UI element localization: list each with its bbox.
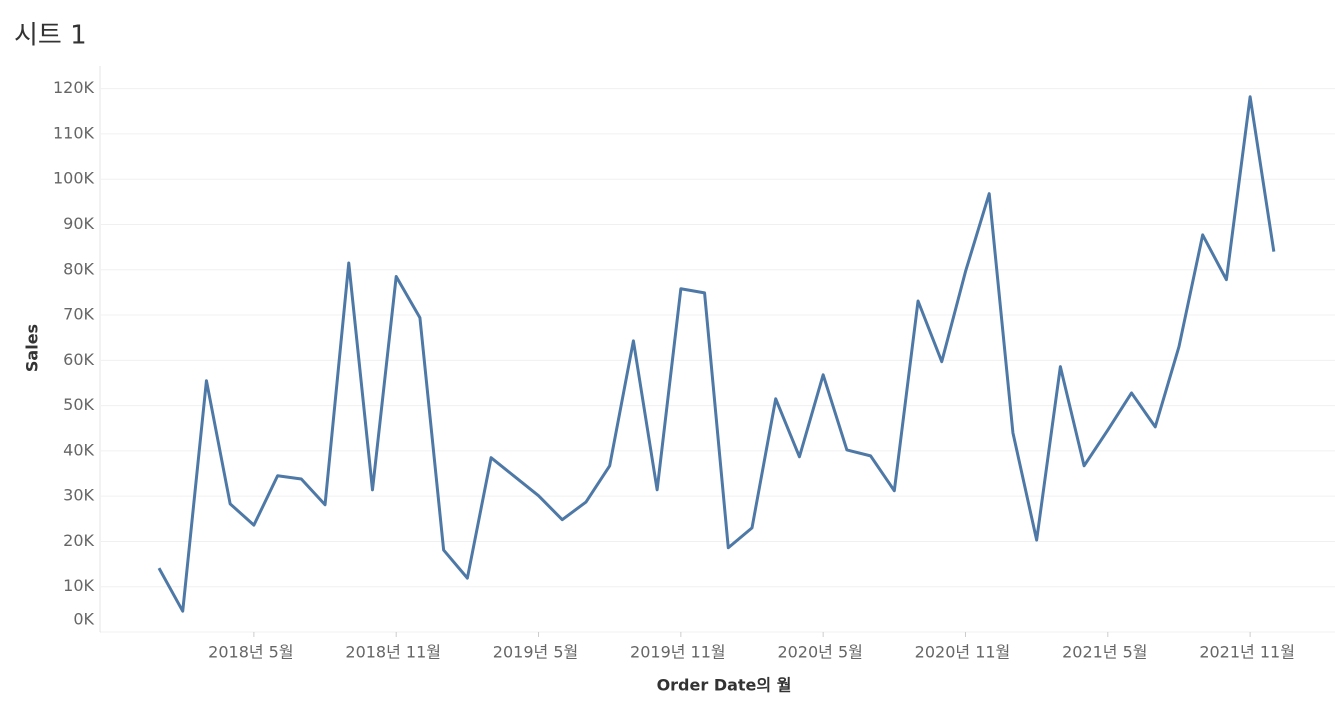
x-tick-label: 2021년 5월 [1062, 643, 1147, 662]
y-tick-label: 110K [53, 123, 95, 142]
y-axis-title: Sales [23, 324, 42, 372]
y-tick-label: 30K [63, 486, 94, 505]
y-tick-label: 90K [63, 214, 94, 233]
x-tick-label: 2020년 5월 [777, 643, 862, 662]
x-tick-label: 2019년 5월 [493, 643, 578, 662]
y-tick-label: 50K [63, 395, 94, 414]
x-tick-label: 2018년 11월 [345, 643, 441, 662]
x-tick-label: 2020년 11월 [915, 643, 1011, 662]
y-tick-label: 70K [63, 305, 94, 324]
y-tick-label: 20K [63, 531, 94, 550]
x-axis-title: Order Date의 월 [657, 676, 792, 695]
sales-line [157, 95, 1276, 613]
y-tick-label: 60K [63, 350, 94, 369]
chart-title: 시트 1 [14, 21, 87, 51]
y-tick-label: 80K [63, 259, 94, 278]
x-tick-label: 2018년 5월 [208, 643, 293, 662]
x-tick-label: 2019년 11월 [630, 643, 726, 662]
x-tick-label: 2021년 11월 [1199, 643, 1295, 662]
y-tick-label: 120K [53, 78, 95, 97]
y-tick-label: 10K [63, 576, 94, 595]
y-tick-label: 0K [73, 610, 94, 629]
y-tick-label: 40K [63, 440, 94, 459]
y-tick-label: 100K [53, 169, 95, 188]
